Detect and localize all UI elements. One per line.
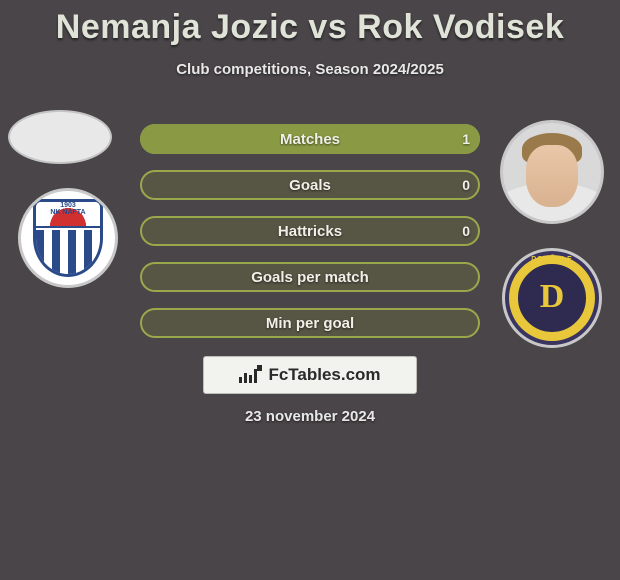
player-left-avatar: [8, 110, 112, 164]
domzale-badge-text: DOMŽALE: [505, 256, 599, 263]
stat-bar-label: Goals per match: [140, 262, 480, 292]
brand-box: FcTables.com: [203, 356, 417, 394]
stat-bar: Min per goal: [140, 308, 480, 338]
stat-bar: Hattricks0: [140, 216, 480, 246]
brand-text: FcTables.com: [268, 365, 380, 385]
player-right-avatar: [500, 120, 604, 224]
stat-bar-value-right: 0: [462, 170, 470, 200]
right-player-column: DOMŽALE D: [492, 120, 612, 348]
stat-bar-label: Goals: [140, 170, 480, 200]
stat-bar-label: Matches: [140, 124, 480, 154]
stat-bar-label: Hattricks: [140, 216, 480, 246]
date-text: 23 november 2024: [0, 408, 620, 425]
nafta-badge-top: 1903NK NAFTA: [36, 202, 100, 228]
page-title: Nemanja Jozic vs Rok Vodisek: [0, 0, 620, 47]
stat-bar-value-right: 1: [462, 124, 470, 154]
stat-bar: Matches1: [140, 124, 480, 154]
stat-bar-value-right: 0: [462, 216, 470, 246]
left-player-column: 1903NK NAFTA: [8, 110, 128, 288]
chart-icon: [239, 367, 262, 383]
player-left-club-badge: 1903NK NAFTA: [18, 188, 118, 288]
stat-bar: Goals per match: [140, 262, 480, 292]
player-right-club-badge: DOMŽALE D: [502, 248, 602, 348]
subtitle: Club competitions, Season 2024/2025: [0, 61, 620, 78]
domzale-badge-letter: D: [540, 278, 565, 316]
stat-bars: Matches1Goals0Hattricks0Goals per matchM…: [140, 124, 480, 354]
nafta-badge-stripes: [36, 230, 100, 274]
stat-bar: Goals0: [140, 170, 480, 200]
stat-bar-label: Min per goal: [140, 308, 480, 338]
